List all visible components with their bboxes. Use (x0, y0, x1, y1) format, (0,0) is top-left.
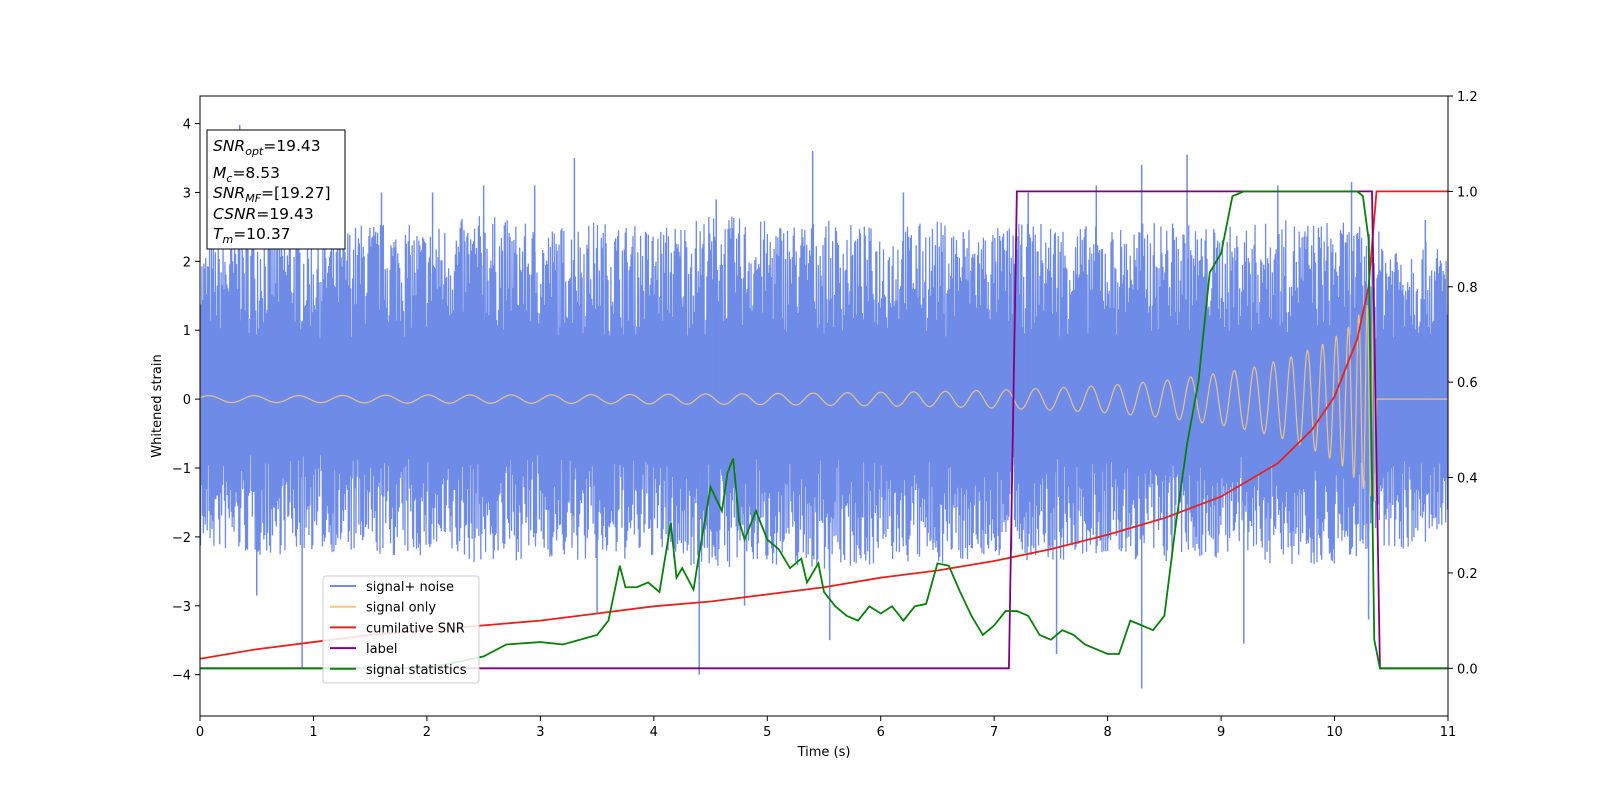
x-tick-label: 8 (1103, 725, 1111, 740)
info-line: SNRMF=[19.27] (213, 184, 331, 205)
legend-label: signal+ noise (366, 580, 454, 595)
legend: signal+ noise signal only cumilative SNR la… (322, 575, 480, 684)
y2-tick-label: 0.0 (1457, 662, 1478, 677)
y2-tick-label: 0.8 (1457, 281, 1478, 296)
axes: 0 1 2 3 4 5 6 7 8 9 10 11 −4 −3 −2 −1 0 1 2 3 4 0.0 0.2 0.4 0.6 0… (172, 90, 1478, 740)
info-box-frame (206, 129, 346, 250)
series-signal-only (200, 299, 1448, 501)
y2-tick-label: 1.0 (1457, 185, 1478, 200)
x-tick-label: 9 (1217, 725, 1225, 740)
y-tick-label: −4 (172, 669, 191, 684)
y-tick-label: 1 (183, 324, 191, 339)
series-signal-noise (200, 216, 1448, 571)
info-line: Mc=8.53 (213, 164, 280, 185)
y-tick-label: −3 (172, 600, 191, 615)
x-tick-label: 11 (1440, 725, 1457, 740)
legend-label: signal statistics (366, 663, 467, 678)
x-tick-label: 6 (877, 725, 885, 740)
y-tick-label: −2 (172, 531, 191, 546)
info-line: SNRopt=19.43 (213, 137, 321, 158)
x-axis-label: Time (s) (797, 745, 851, 760)
legend-label: label (366, 642, 397, 657)
y2-tick-label: 0.6 (1457, 376, 1478, 391)
x-tick-label: 7 (990, 725, 998, 740)
y-tick-label: 0 (183, 393, 191, 408)
x-tick-label: 10 (1326, 725, 1343, 740)
x-tick-label: 2 (423, 725, 431, 740)
series-signal-statistics (200, 190, 1448, 670)
x-tick-label: 3 (536, 725, 544, 740)
y-tick-label: −1 (172, 462, 191, 477)
y-tick-label: 4 (183, 118, 191, 133)
y-tick-label: 3 (183, 186, 191, 201)
y2-tick-label: 0.2 (1457, 567, 1478, 582)
x-tick-label: 4 (650, 725, 658, 740)
legend-label: cumilative SNR (366, 621, 465, 636)
y-tick-label: 2 (183, 255, 191, 270)
plot-frame (199, 95, 1449, 717)
x-tick-label: 5 (763, 725, 771, 740)
legend-frame (322, 575, 480, 684)
x-tick-label: 1 (309, 725, 317, 740)
y2-tick-label: 0.4 (1457, 472, 1478, 487)
x-tick-label: 0 (196, 725, 204, 740)
info-box: SNRopt=19.43 Mc=8.53SNRMF=[19.27]CSNR=19.… (206, 129, 346, 250)
y2-tick-label: 1.2 (1457, 90, 1478, 105)
legend-label: signal only (366, 601, 436, 616)
info-line: CSNR=19.43 (213, 205, 314, 223)
plot-area (200, 124, 1448, 689)
info-line: Tm=10.37 (213, 225, 291, 246)
y-axis-label: Whitened strain (150, 354, 165, 457)
